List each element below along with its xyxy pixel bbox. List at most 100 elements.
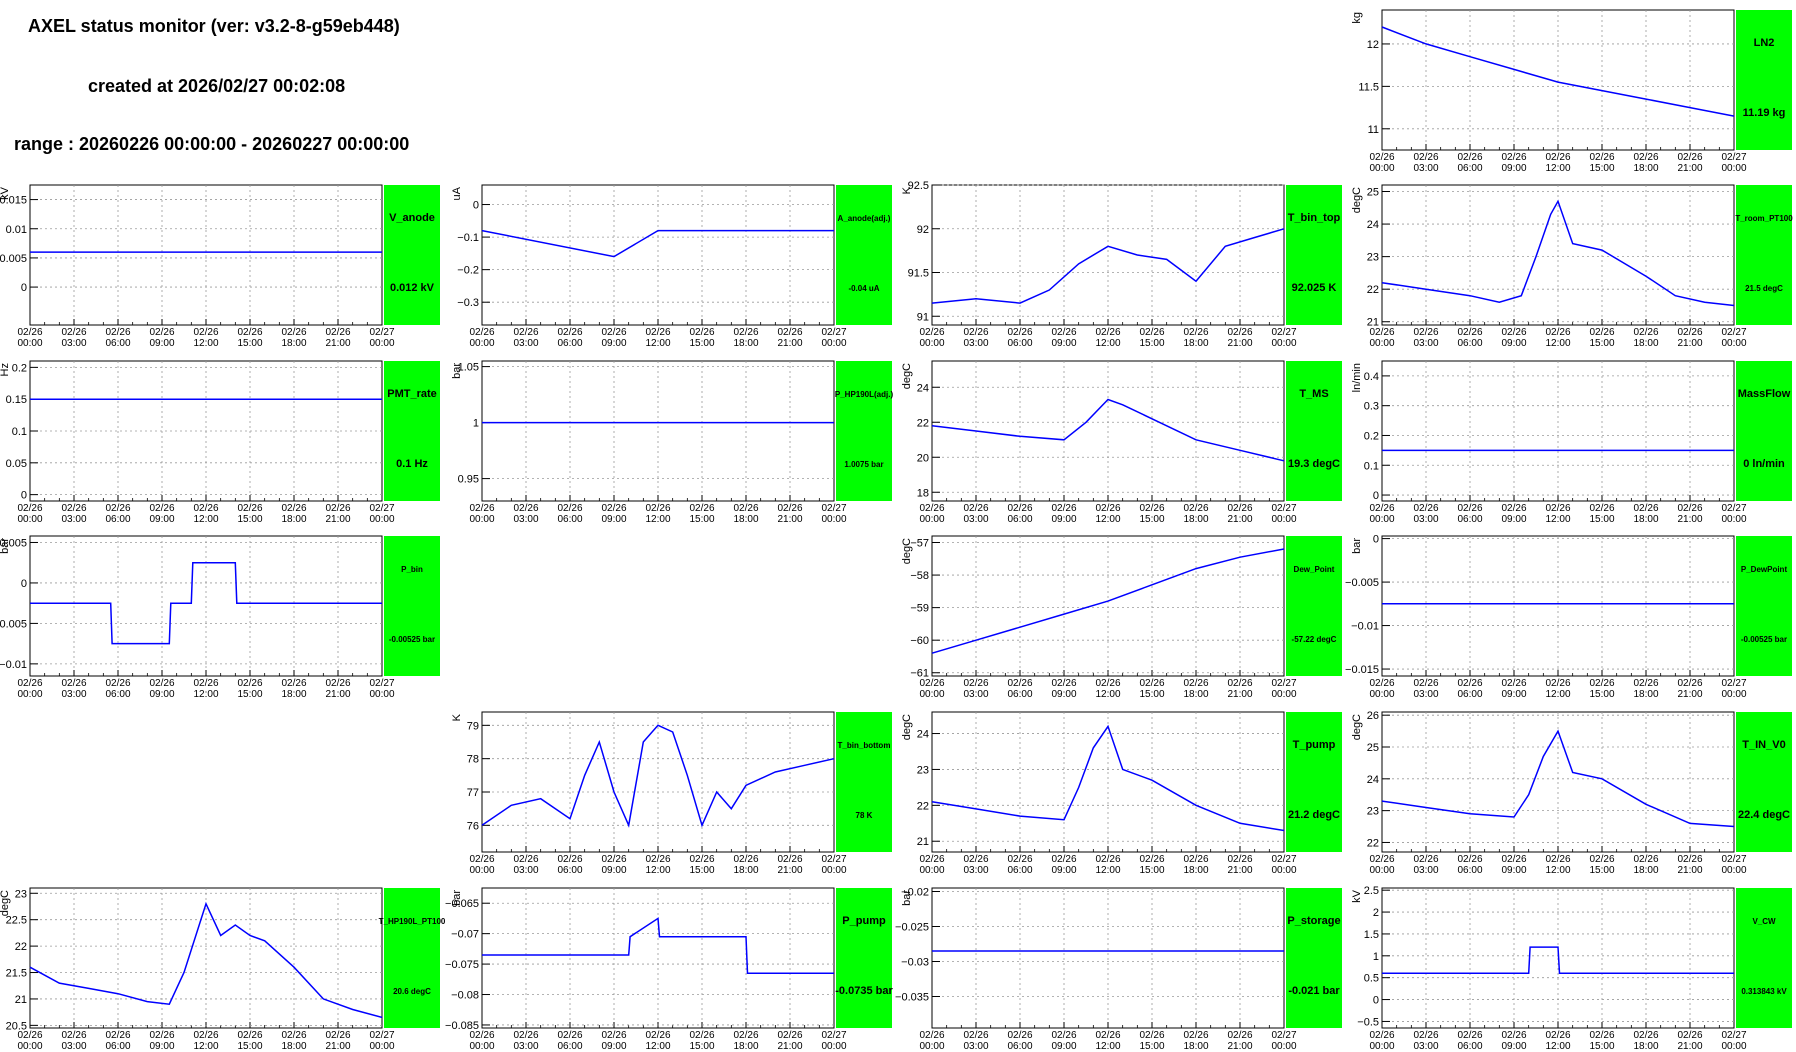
x-tick-date: 02/26 (1413, 678, 1438, 689)
x-tick-time: 00:00 (821, 1041, 846, 1052)
x-tick-time: 18:00 (733, 1041, 758, 1052)
x-tick-date: 02/26 (513, 854, 538, 865)
x-tick-date: 02/26 (1227, 327, 1252, 338)
y-tick-label: 25 (1367, 742, 1379, 754)
x-tick-time: 21:00 (325, 1041, 350, 1052)
x-tick-time: 00:00 (821, 865, 846, 876)
y-tick-label: 22 (1367, 284, 1379, 296)
x-tick-date: 02/26 (469, 327, 494, 338)
x-tick-date: 02/26 (1095, 1030, 1120, 1041)
x-tick-date: 02/26 (733, 503, 758, 514)
y-tick-label: 21 (15, 994, 27, 1006)
series-line (30, 561, 382, 645)
x-tick-time: 06:00 (1457, 163, 1482, 174)
x-tick-time: 18:00 (1633, 163, 1658, 174)
status-label: A_anode(adj.) (838, 214, 891, 223)
x-tick-date: 02/26 (1589, 503, 1614, 514)
x-tick-time: 00:00 (17, 338, 42, 349)
y-tick-label: −0.01 (0, 659, 27, 671)
x-tick-date: 02/26 (1369, 152, 1394, 163)
x-tick-time: 12:00 (1545, 689, 1570, 700)
status-box (1736, 536, 1792, 676)
x-tick-date: 02/26 (1369, 327, 1394, 338)
x-tick-date: 02/26 (1501, 152, 1526, 163)
x-tick-date: 02/26 (281, 327, 306, 338)
x-tick-date: 02/26 (1633, 152, 1658, 163)
y-tick-label: 21.5 (6, 968, 27, 980)
x-tick-time: 00:00 (1271, 689, 1296, 700)
y-tick-label: 22.5 (6, 915, 27, 927)
x-tick-date: 02/26 (325, 327, 350, 338)
y-tick-label: −60 (910, 635, 929, 647)
x-tick-date: 02/26 (17, 327, 42, 338)
x-tick-time: 21:00 (1677, 163, 1702, 174)
x-tick-date: 02/26 (1183, 327, 1208, 338)
y-tick-label: −0.03 (901, 957, 929, 969)
x-tick-time: 12:00 (193, 338, 218, 349)
x-tick-time: 18:00 (733, 338, 758, 349)
y-tick-label: 0.5 (1364, 973, 1379, 985)
x-tick-time: 03:00 (1413, 163, 1438, 174)
x-tick-date: 02/26 (1007, 1030, 1032, 1041)
x-tick-date: 02/26 (1369, 854, 1394, 865)
x-tick-date: 02/26 (645, 503, 670, 514)
y-tick-label: 91.5 (908, 268, 929, 280)
x-tick-date: 02/26 (1589, 1030, 1614, 1041)
x-tick-date: 02/26 (963, 1030, 988, 1041)
x-tick-date: 02/26 (1413, 503, 1438, 514)
x-tick-time: 06:00 (557, 865, 582, 876)
x-tick-date: 02/26 (919, 327, 944, 338)
x-tick-date: 02/26 (17, 1030, 42, 1041)
x-tick-time: 06:00 (557, 514, 582, 525)
y-tick-label: 0 (1373, 995, 1379, 1007)
x-tick-time: 09:00 (601, 865, 626, 876)
y-tick-label: −57 (910, 538, 929, 550)
x-tick-date: 02/26 (325, 678, 350, 689)
x-tick-date: 02/27 (1721, 327, 1746, 338)
x-tick-time: 00:00 (821, 338, 846, 349)
y-tick-label: −0.025 (895, 922, 929, 934)
x-tick-date: 02/26 (733, 327, 758, 338)
y-axis-label: ln/min (1351, 363, 1363, 392)
x-tick-date: 02/26 (1457, 327, 1482, 338)
status-value: 0.313843 kV (1741, 987, 1787, 996)
x-tick-time: 18:00 (1633, 689, 1658, 700)
x-tick-date: 02/26 (1633, 1030, 1658, 1041)
x-tick-time: 12:00 (645, 338, 670, 349)
status-label: P_pump (842, 915, 886, 927)
x-tick-time: 12:00 (645, 1041, 670, 1052)
x-tick-date: 02/26 (61, 327, 86, 338)
x-tick-time: 06:00 (105, 689, 130, 700)
x-tick-date: 02/27 (1271, 1030, 1296, 1041)
x-tick-date: 02/26 (1369, 1030, 1394, 1041)
x-tick-time: 03:00 (513, 865, 538, 876)
x-tick-date: 02/26 (61, 1030, 86, 1041)
x-tick-time: 09:00 (601, 514, 626, 525)
x-tick-time: 03:00 (963, 338, 988, 349)
y-tick-label: 23 (1367, 806, 1379, 818)
x-tick-date: 02/27 (1271, 327, 1296, 338)
status-label: LN2 (1754, 37, 1775, 49)
x-tick-time: 03:00 (513, 1041, 538, 1052)
y-tick-label: −0.08 (451, 990, 479, 1002)
x-tick-time: 00:00 (1271, 865, 1296, 876)
x-tick-time: 00:00 (1271, 338, 1296, 349)
x-tick-time: 09:00 (1051, 865, 1076, 876)
x-tick-date: 02/26 (325, 1030, 350, 1041)
x-tick-time: 00:00 (1369, 689, 1394, 700)
x-tick-date: 02/26 (1501, 503, 1526, 514)
y-axis-label: degC (901, 714, 913, 740)
y-tick-label: 0.15 (6, 394, 27, 406)
x-tick-time: 21:00 (1227, 865, 1252, 876)
x-tick-time: 12:00 (1095, 865, 1120, 876)
x-tick-time: 00:00 (1721, 338, 1746, 349)
x-tick-date: 02/27 (1721, 503, 1746, 514)
x-tick-time: 09:00 (149, 514, 174, 525)
status-value: 92.025 K (1292, 282, 1337, 294)
chart-p-storage: 02/2600:0002/2603:0002/2606:0002/2609:00… (895, 887, 1342, 1052)
series-line (1381, 26, 1735, 117)
x-tick-date: 02/26 (557, 327, 582, 338)
status-label: P_bin (401, 565, 423, 574)
x-tick-date: 02/26 (1633, 854, 1658, 865)
